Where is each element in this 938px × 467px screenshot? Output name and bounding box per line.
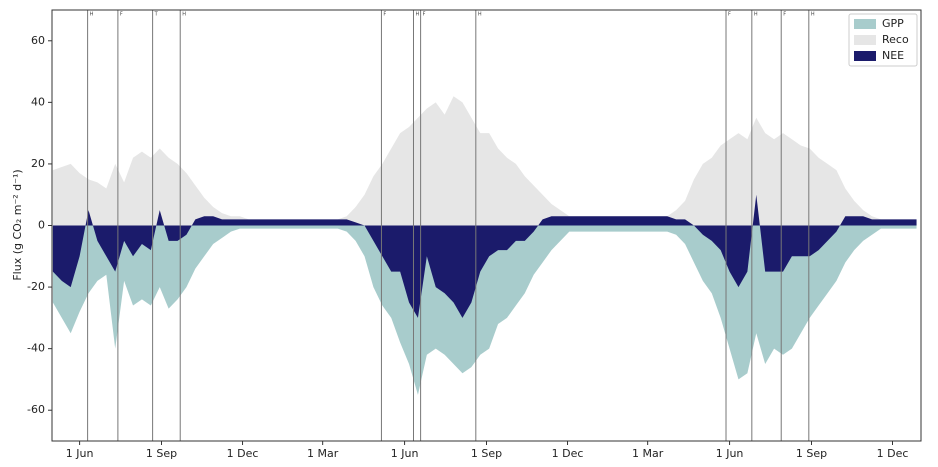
y-tick-label: -20 (27, 280, 45, 293)
area-reco (52, 96, 917, 226)
legend-label: NEE (882, 49, 904, 62)
event-label: T (154, 12, 159, 18)
event-label: H (90, 12, 94, 18)
y-tick-label: 0 (38, 219, 45, 232)
event-label: H (415, 12, 419, 18)
x-tick-label: 1 Sep (146, 447, 177, 460)
x-tick-label: 1 Mar (632, 447, 664, 460)
y-tick-label: 40 (31, 95, 45, 108)
x-tick-label: 1 Mar (307, 447, 339, 460)
y-tick-label: -60 (27, 403, 45, 416)
x-tick-label: 1 Dec (877, 447, 909, 460)
event-label: F (383, 12, 386, 18)
legend-label: Reco (882, 33, 909, 46)
y-tick-label: 20 (31, 157, 45, 170)
x-tick-label: 1 Jun (716, 447, 744, 460)
y-tick-label: 60 (31, 34, 45, 47)
event-label: F (120, 12, 123, 18)
event-label: F (783, 12, 786, 18)
legend-swatch (854, 51, 876, 61)
x-tick-label: 1 Sep (471, 447, 502, 460)
event-label: H (182, 12, 186, 18)
x-tick-label: 1 Sep (796, 447, 827, 460)
x-tick-label: 1 Dec (227, 447, 259, 460)
event-label: H (811, 12, 815, 18)
event-label: F (423, 12, 426, 18)
area-gpp (52, 225, 917, 395)
event-label: H (478, 12, 482, 18)
area-nee (52, 194, 917, 318)
event-label: H (754, 12, 758, 18)
legend-label: GPP (882, 17, 904, 30)
legend-swatch (854, 19, 876, 29)
x-tick-label: 1 Jun (66, 447, 94, 460)
event-label: F (728, 12, 731, 18)
legend-swatch (854, 35, 876, 45)
y-axis-label: Flux (g CO₂ m⁻² d⁻¹) (11, 169, 24, 280)
x-tick-label: 1 Dec (552, 447, 584, 460)
y-tick-label: -40 (27, 342, 45, 355)
x-tick-label: 1 Jun (391, 447, 419, 460)
